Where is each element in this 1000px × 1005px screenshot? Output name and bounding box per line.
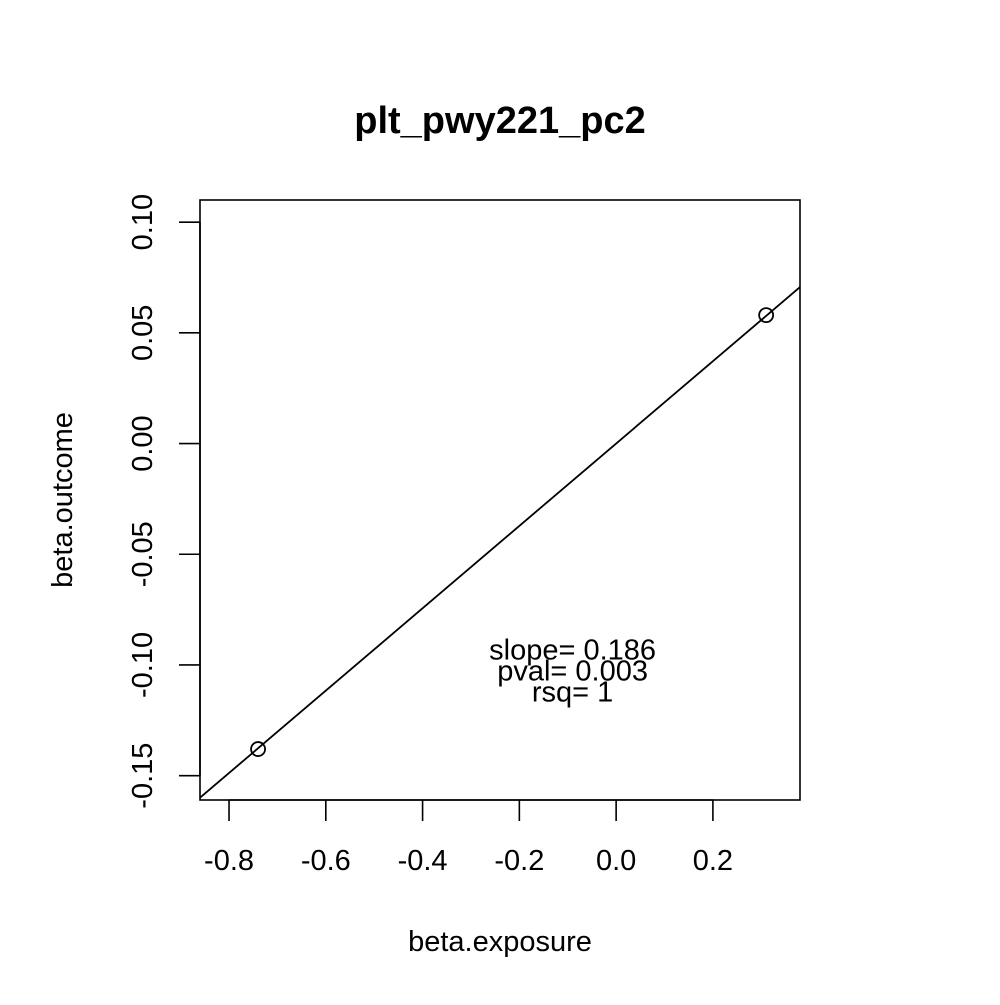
regression-line — [200, 286, 800, 799]
plot-frame — [199, 199, 801, 801]
fit-annotation: slope= 0.186 — [489, 634, 656, 666]
y-tick-label: -0.10 — [127, 632, 159, 698]
y-axis: -0.15 -0.10 -0.05 0.00 0.05 0.10 — [127, 194, 201, 809]
data-point — [250, 741, 266, 757]
x-tick-label: -0.8 — [204, 845, 254, 877]
y-axis-label: beta.outcome — [47, 412, 79, 588]
data-point — [758, 307, 775, 324]
x-tick-label: 0.2 — [693, 845, 733, 877]
x-axis: -0.8 -0.6 -0.4 -0.2 0.0 0.2 — [204, 799, 733, 877]
chart-title: plt_pwy221_pc2 — [354, 100, 645, 142]
x-tick-label: -0.2 — [494, 845, 544, 877]
x-axis-label: beta.exposure — [408, 926, 592, 958]
y-tick-label: 0.05 — [127, 305, 159, 361]
plot-content — [200, 286, 800, 799]
y-tick-label: 0.10 — [127, 194, 159, 250]
y-tick-label: -0.15 — [127, 743, 159, 809]
fit-annotation: pval= 0.003 — [497, 655, 648, 687]
x-tick-label: -0.6 — [301, 845, 351, 877]
y-tick-label: 0.00 — [127, 415, 159, 471]
x-tick-label: -0.4 — [398, 845, 448, 877]
x-tick-label: 0.0 — [596, 845, 636, 877]
fit-annotation: rsq= 1 — [532, 676, 613, 708]
y-tick-label: -0.05 — [127, 521, 159, 587]
